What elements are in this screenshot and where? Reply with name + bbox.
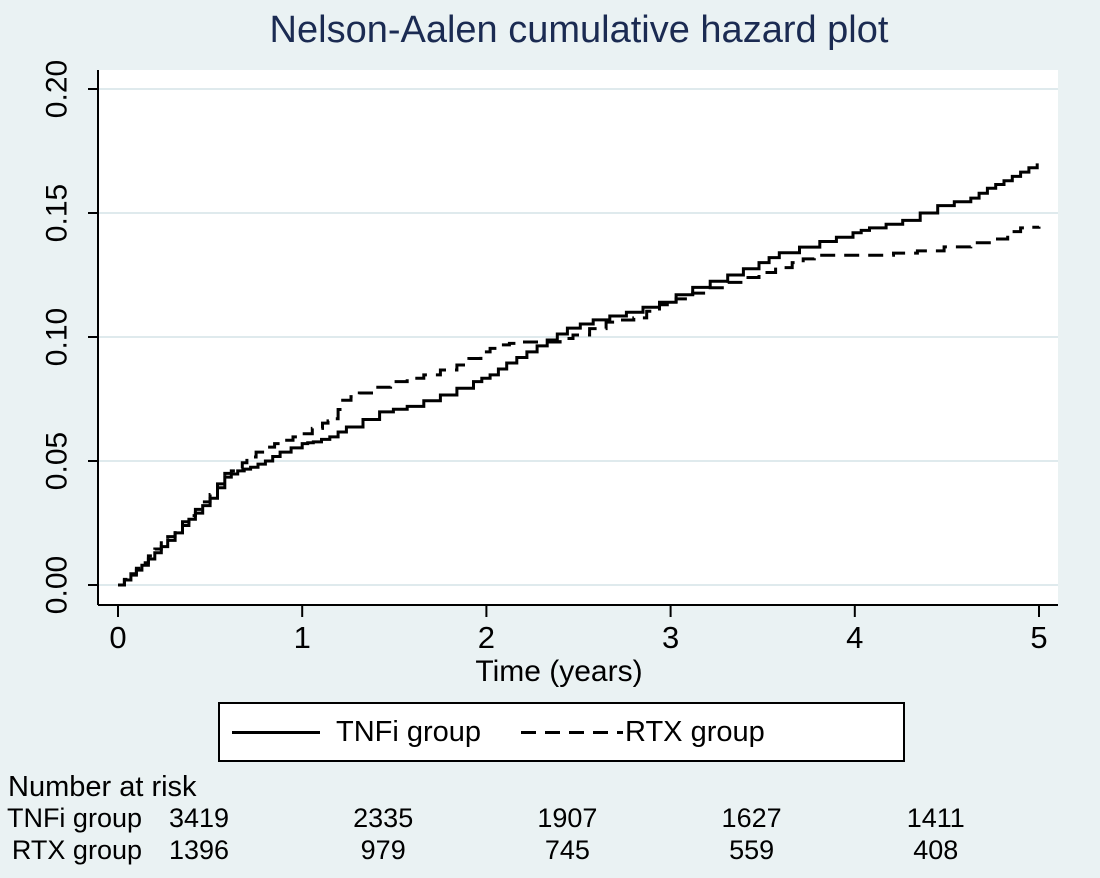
risk-value: 3419 (168, 803, 230, 833)
legend: TNFi group RTX group (218, 702, 905, 762)
legend-label-tnfi: TNFi group (336, 715, 482, 748)
y-tick-label: 0.05 (41, 432, 74, 490)
y-tick-label: 0.20 (41, 60, 74, 118)
chart-title: Nelson-Aalen cumulative hazard plot (269, 9, 889, 51)
legend-dashed-line-sample (521, 730, 624, 734)
risk-value: 1411 (906, 803, 965, 833)
y-tick-label: 0.00 (41, 556, 74, 614)
x-tick-label: 4 (846, 620, 863, 655)
risk-row-label: RTX group (11, 835, 142, 865)
legend-solid-line-sample (232, 730, 320, 734)
risk-table-header: Number at risk (8, 771, 197, 803)
risk-row-rtx: RTX group 1396 979 745 559 408 (0, 835, 1100, 867)
rtx-curve (118, 225, 1041, 587)
x-tick-label: 5 (1030, 620, 1047, 655)
risk-value: 745 (544, 835, 590, 865)
risk-value: 1627 (721, 803, 782, 833)
risk-value: 979 (360, 835, 406, 865)
risk-value: 1396 (168, 835, 230, 865)
legend-label-rtx: RTX group (625, 715, 765, 748)
risk-row-tnfi: TNFi group 3419 2335 1907 1627 1411 (0, 803, 1100, 835)
x-tick-label: 1 (294, 620, 311, 655)
x-tick-label: 3 (662, 620, 679, 655)
y-tick-label: 0.10 (41, 308, 74, 366)
plot-area: 0.00 0.05 0.10 0.15 0.20 0 1 2 3 4 5 (41, 60, 1058, 655)
x-tick-label: 2 (478, 620, 495, 655)
risk-value: 408 (913, 835, 959, 865)
risk-value: 2335 (353, 803, 414, 833)
y-tick-label: 0.15 (41, 184, 74, 242)
risk-row-label: TNFi group (6, 803, 142, 833)
risk-value: 1907 (537, 803, 598, 833)
risk-value: 559 (729, 835, 775, 865)
x-axis-label: Time (years) (475, 655, 643, 688)
x-tick-label: 0 (109, 620, 126, 655)
